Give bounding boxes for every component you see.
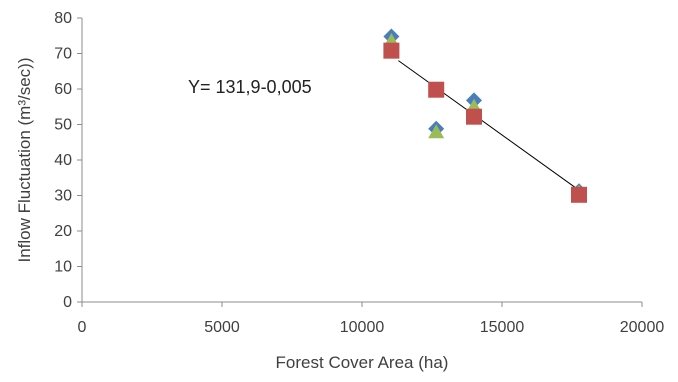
trendline-layer bbox=[398, 60, 580, 191]
y-tick-label: 30 bbox=[54, 188, 72, 205]
regression-equation: Y= 131,9-0,005 bbox=[188, 77, 312, 97]
x-tick-label: 0 bbox=[78, 319, 87, 336]
x-axis-title: Forest Cover Area (ha) bbox=[276, 353, 449, 372]
square-point bbox=[428, 81, 445, 98]
y-tick-label: 20 bbox=[54, 223, 72, 240]
y-tick-label: 70 bbox=[54, 46, 72, 63]
y-tick-label: 10 bbox=[54, 259, 72, 276]
triangle-point bbox=[428, 124, 445, 139]
x-tick-label: 10000 bbox=[340, 319, 385, 336]
y-tick-label: 0 bbox=[63, 294, 72, 311]
x-tick-label: 20000 bbox=[620, 319, 665, 336]
y-tick-label: 60 bbox=[54, 81, 72, 98]
y-tick-label: 80 bbox=[54, 10, 72, 27]
square-point bbox=[466, 108, 482, 125]
y-tick-label: 50 bbox=[54, 117, 72, 134]
axes: 0 10 20 30 40 50 60 70 80 0 5000 10000 15000 20000 bbox=[54, 10, 664, 336]
y-axis-title: Inflow Fluctuation (m³/sec)) bbox=[15, 58, 34, 263]
text-labels: Y= 131,9-0,005 Forest Cover Area (ha) In… bbox=[15, 58, 448, 373]
x-tick-label: 15000 bbox=[480, 319, 525, 336]
square-point bbox=[571, 186, 587, 203]
trendline bbox=[398, 60, 580, 191]
square-point bbox=[383, 42, 400, 59]
x-tick-label: 5000 bbox=[204, 319, 240, 336]
y-tick-label: 40 bbox=[54, 152, 72, 169]
data-points bbox=[383, 28, 587, 203]
